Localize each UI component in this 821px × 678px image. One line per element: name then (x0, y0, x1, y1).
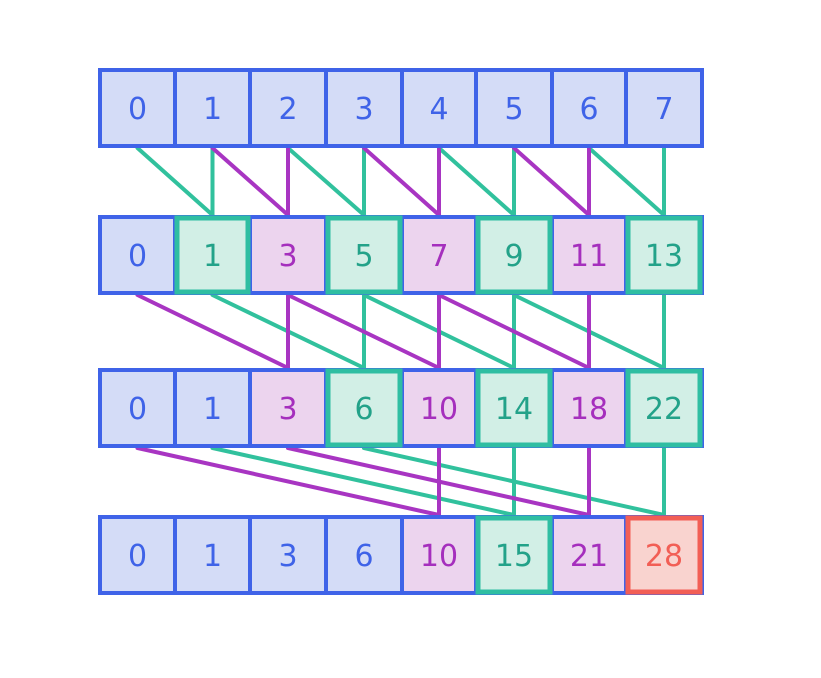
array-row-2: 0 1 3 6 10 14 18 22 (98, 368, 704, 448)
cell-value: 0 (128, 92, 147, 127)
teal-connection-line (587, 146, 666, 217)
cell-highlight-border (475, 515, 553, 595)
cell-value: 1 (203, 392, 222, 427)
array-cell (248, 68, 328, 148)
cell-highlight-border (625, 215, 703, 295)
array-cell (324, 68, 404, 148)
cell-value: 1 (203, 92, 222, 127)
cell-value: 5 (504, 92, 523, 127)
connection-lines (135, 146, 666, 517)
cell-value: 0 (128, 392, 147, 427)
cell-highlight-border (325, 215, 403, 295)
cell-value: 2 (278, 92, 297, 127)
purple-connection-line (286, 293, 441, 370)
array-cell (98, 215, 177, 295)
cell-value: 0 (128, 539, 147, 574)
cell-value: 3 (278, 539, 297, 574)
cell-value: 7 (429, 239, 448, 274)
cell-value: 0 (128, 239, 147, 274)
array-cell (324, 515, 404, 595)
cell-value: 13 (645, 239, 683, 274)
array-cell (173, 515, 252, 595)
array-row-3: 0 1 3 6 10 15 21 28 (98, 515, 704, 595)
teal-connection-line (437, 146, 516, 217)
teal-connection-line (135, 146, 215, 217)
cell-value: 6 (354, 539, 373, 574)
teal-connection-line (362, 446, 666, 517)
teal-connection-line (286, 146, 366, 217)
cell-value: 1 (203, 539, 222, 574)
cell-value: 3 (278, 392, 297, 427)
cell-value: 3 (278, 239, 297, 274)
cell-value: 6 (579, 92, 598, 127)
purple-connection-line (286, 446, 591, 517)
cell-highlight-border (625, 515, 703, 595)
teal-connection-line (210, 446, 516, 517)
purple-connection-line (362, 146, 441, 217)
purple-connection-line (512, 146, 591, 217)
array-cell (474, 68, 554, 148)
cell-highlight-border (475, 215, 553, 295)
cell-value: 10 (420, 539, 458, 574)
cell-highlight-border (174, 215, 251, 295)
cell-highlight-border (625, 368, 703, 448)
cell-value: 15 (495, 539, 533, 574)
cell-value: 11 (570, 239, 608, 274)
cell-value: 6 (354, 392, 373, 427)
purple-connection-line (135, 293, 290, 370)
array-row-0: 0 1 2 3 4 5 6 7 (98, 68, 704, 148)
cell-value: 4 (429, 92, 448, 127)
cell-value: 28 (645, 539, 683, 574)
cell-highlight-border (325, 368, 403, 448)
purple-connection-line (210, 146, 290, 217)
array-rows: 0 1 2 3 4 5 6 70 1 3 5 7 9 11 130 1 3 6 10 14 18 220 1 3 6 10 15 21… (98, 68, 704, 595)
cell-value: 22 (645, 392, 683, 427)
cell-value: 18 (570, 392, 608, 427)
array-cell (624, 68, 704, 148)
array-cell (248, 215, 328, 295)
cell-value: 5 (354, 239, 373, 274)
cell-value: 3 (354, 92, 373, 127)
cell-value: 21 (570, 539, 608, 574)
cell-value: 9 (504, 239, 523, 274)
cell-value: 7 (654, 92, 673, 127)
cell-highlight-border (475, 368, 553, 448)
cell-value: 10 (420, 392, 458, 427)
array-row-1: 0 1 3 5 7 9 11 13 (98, 215, 704, 295)
cell-value: 1 (203, 239, 222, 274)
array-cell (98, 68, 177, 148)
purple-connection-line (135, 446, 441, 517)
purple-connection-line (437, 293, 591, 370)
array-cell (173, 68, 252, 148)
array-cell (324, 215, 404, 295)
cell-value: 14 (495, 392, 533, 427)
